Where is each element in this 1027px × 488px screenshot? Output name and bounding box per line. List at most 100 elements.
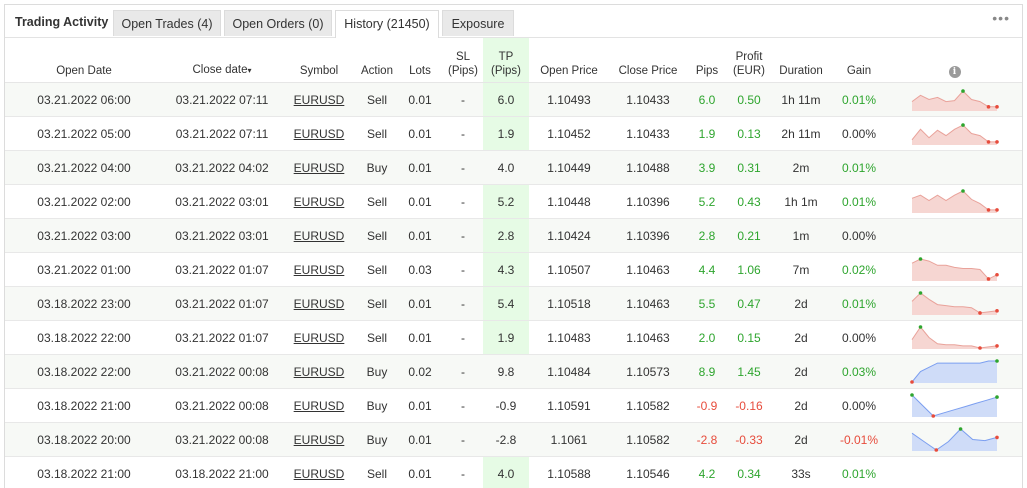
- cell-close-price: 1.10396: [609, 185, 687, 219]
- col-close-price[interactable]: Close Price: [609, 38, 687, 83]
- cell-open-price: 1.10448: [529, 185, 609, 219]
- cell-lots: 0.02: [397, 355, 443, 389]
- cell-symbol[interactable]: EURUSD: [281, 83, 357, 117]
- col-pips[interactable]: Pips: [687, 38, 727, 83]
- cell-symbol[interactable]: EURUSD: [281, 287, 357, 321]
- cell-sparkline: [887, 117, 1022, 151]
- cell-profit: 0.13: [727, 117, 771, 151]
- col-close-date[interactable]: Close date▾: [163, 38, 281, 83]
- cell-action: Sell: [357, 83, 397, 117]
- cell-symbol[interactable]: EURUSD: [281, 321, 357, 355]
- col-action[interactable]: Action: [357, 38, 397, 83]
- cell-symbol[interactable]: EURUSD: [281, 151, 357, 185]
- cell-symbol[interactable]: EURUSD: [281, 457, 357, 488]
- symbol-link[interactable]: EURUSD: [294, 93, 345, 107]
- symbol-link[interactable]: EURUSD: [294, 331, 345, 345]
- cell-sl: -: [443, 287, 483, 321]
- cell-close-date: 03.21.2022 07:11: [163, 117, 281, 151]
- cell-symbol[interactable]: EURUSD: [281, 389, 357, 423]
- cell-open-price: 1.10518: [529, 287, 609, 321]
- cell-lots: 0.01: [397, 389, 443, 423]
- cell-gain: 0.00%: [831, 389, 887, 423]
- cell-lots: 0.01: [397, 457, 443, 488]
- cell-sl: -: [443, 151, 483, 185]
- symbol-link[interactable]: EURUSD: [294, 399, 345, 413]
- symbol-link[interactable]: EURUSD: [294, 127, 345, 141]
- symbol-link[interactable]: EURUSD: [294, 433, 345, 447]
- cell-symbol[interactable]: EURUSD: [281, 219, 357, 253]
- cell-open-price: 1.10484: [529, 355, 609, 389]
- cell-profit: 0.34: [727, 457, 771, 488]
- sparkline-marker: [978, 346, 982, 350]
- col-sl[interactable]: SL (Pips): [443, 38, 483, 83]
- cell-sparkline: [887, 253, 1022, 287]
- sparkline-marker: [986, 208, 990, 212]
- cell-duration: 2d: [771, 355, 831, 389]
- symbol-link[interactable]: EURUSD: [294, 467, 345, 481]
- cell-sparkline: [887, 287, 1022, 321]
- cell-pips: 8.9: [687, 355, 727, 389]
- cell-duration: 1h 1m: [771, 185, 831, 219]
- col-gain[interactable]: Gain: [831, 38, 887, 83]
- cell-gain: -0.01%: [831, 423, 887, 457]
- cell-close-date: 03.21.2022 03:01: [163, 185, 281, 219]
- cell-open-price: 1.10588: [529, 457, 609, 488]
- sparkline-chart: [912, 258, 998, 282]
- cell-action: Sell: [357, 117, 397, 151]
- col-profit[interactable]: Profit (EUR): [727, 38, 771, 83]
- col-open-price[interactable]: Open Price: [529, 38, 609, 83]
- sparkline-marker: [995, 272, 999, 276]
- cell-sparkline: [887, 355, 1022, 389]
- cell-close-date: 03.21.2022 00:08: [163, 423, 281, 457]
- sparkline-marker: [995, 208, 999, 212]
- sparkline-chart: [912, 326, 998, 350]
- sparkline-marker: [934, 448, 938, 452]
- cell-tp: 1.9: [483, 321, 529, 355]
- col-duration[interactable]: Duration: [771, 38, 831, 83]
- col-tp[interactable]: TP (Pips): [483, 38, 529, 83]
- cell-open-date: 03.21.2022 06:00: [5, 83, 163, 117]
- cell-tp: 5.4: [483, 287, 529, 321]
- info-icon[interactable]: i: [949, 66, 961, 78]
- symbol-link[interactable]: EURUSD: [294, 161, 345, 175]
- cell-action: Buy: [357, 151, 397, 185]
- cell-open-date: 03.18.2022 20:00: [5, 423, 163, 457]
- cell-symbol[interactable]: EURUSD: [281, 355, 357, 389]
- sparkline-marker: [995, 435, 999, 439]
- cell-close-date: 03.21.2022 04:02: [163, 151, 281, 185]
- cell-lots: 0.03: [397, 253, 443, 287]
- symbol-link[interactable]: EURUSD: [294, 195, 345, 209]
- tab-history[interactable]: History (21450): [335, 10, 439, 38]
- col-open-date[interactable]: Open Date: [5, 38, 163, 83]
- tab-exposure[interactable]: Exposure: [442, 10, 514, 36]
- tab-open-trades[interactable]: Open Trades (4): [113, 10, 221, 36]
- symbol-link[interactable]: EURUSD: [294, 297, 345, 311]
- col-lots[interactable]: Lots: [397, 38, 443, 83]
- symbol-link[interactable]: EURUSD: [294, 365, 345, 379]
- sparkline-marker: [961, 89, 965, 93]
- cell-symbol[interactable]: EURUSD: [281, 117, 357, 151]
- sparkline-marker: [910, 393, 914, 397]
- cell-symbol[interactable]: EURUSD: [281, 423, 357, 457]
- symbol-link[interactable]: EURUSD: [294, 263, 345, 277]
- col-symbol[interactable]: Symbol: [281, 38, 357, 83]
- tab-open-orders[interactable]: Open Orders (0): [224, 10, 332, 36]
- symbol-link[interactable]: EURUSD: [294, 229, 345, 243]
- cell-close-price: 1.10463: [609, 321, 687, 355]
- more-options-icon[interactable]: •••: [992, 10, 1010, 26]
- cell-close-price: 1.10433: [609, 117, 687, 151]
- cell-symbol[interactable]: EURUSD: [281, 253, 357, 287]
- cell-symbol[interactable]: EURUSD: [281, 185, 357, 219]
